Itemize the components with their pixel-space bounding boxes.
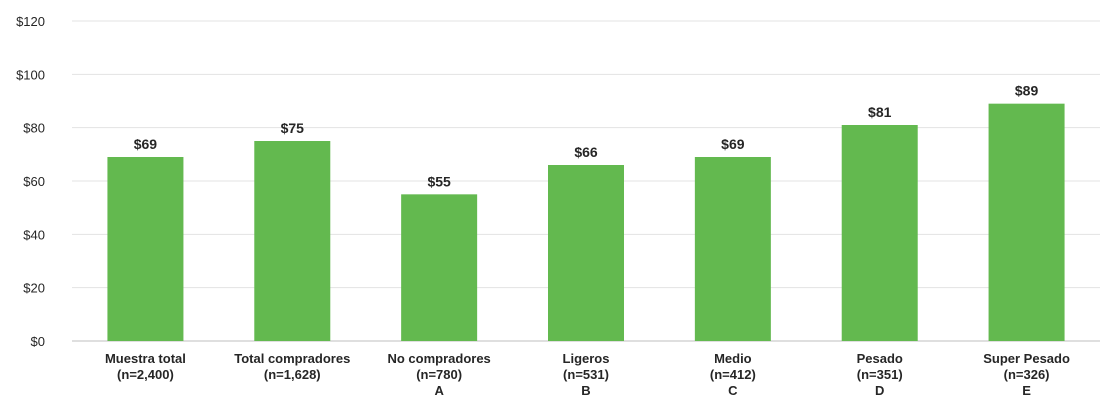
data-label: $55 [427,173,451,189]
y-tick-label: $40 [23,227,45,242]
category-label: Muestra total (n=2,400) [105,351,186,382]
bar [254,141,331,341]
category-label-line: (n=780) [416,367,462,382]
category-label: Super Pesado (n=326) E [983,351,1070,397]
data-label: $69 [134,136,158,152]
category-label-line: (n=531) [563,367,609,382]
data-label: $69 [721,136,745,152]
bar [841,125,918,341]
bar [548,165,624,341]
category-label: Ligeros (n=531) B [563,351,610,397]
category-label-line: (n=2,400) [117,367,174,382]
category-label-line: Total compradores [234,351,350,366]
category-label-line: Ligeros [563,351,610,366]
data-label: $66 [574,144,598,160]
data-labels: $69 $75 $55 $66 $69 $81 $89 [134,83,1039,190]
category-label-line: (n=1,628) [264,367,321,382]
bar [401,194,478,341]
category-labels: Muestra total (n=2,400)Total compradores(… [105,351,1070,397]
bar [694,157,771,341]
data-label: $89 [1015,83,1039,99]
category-label-line: Pesado [857,351,903,366]
data-label: $81 [868,104,892,120]
y-axis-ticks: $0 $20 $40 $60 $80 $100 $120 [16,14,45,349]
category-label-line: Super Pesado [983,351,1070,366]
category-label-line: E [1022,383,1031,397]
y-tick-label: $60 [23,174,45,189]
category-label: No compradores (n=780) A [387,351,490,397]
category-label: Medio (n=412) C [710,351,756,397]
y-tick-label: $100 [16,67,45,82]
y-tick-label: $80 [23,121,45,136]
category-label: Pesado (n=351) D [857,351,903,397]
category-label-line: (n=326) [1004,367,1050,382]
data-label: $75 [281,120,305,136]
bar [988,103,1065,342]
category-label-line: Medio [714,351,752,366]
category-label-line: C [728,383,738,397]
category-label-line: A [434,383,444,397]
category-label-line: No compradores [387,351,490,366]
category-label-line: (n=412) [710,367,756,382]
category-label: Total compradores (n=1,628) [234,351,350,382]
category-label-line: (n=351) [857,367,903,382]
bar [107,157,184,341]
category-label-line: B [581,383,590,397]
category-label-line: Muestra total [105,351,186,366]
y-tick-label: $120 [16,14,45,29]
y-tick-label: $20 [23,281,45,296]
y-tick-label: $0 [31,334,45,349]
category-label-line: D [875,383,884,397]
bars [107,103,1065,342]
